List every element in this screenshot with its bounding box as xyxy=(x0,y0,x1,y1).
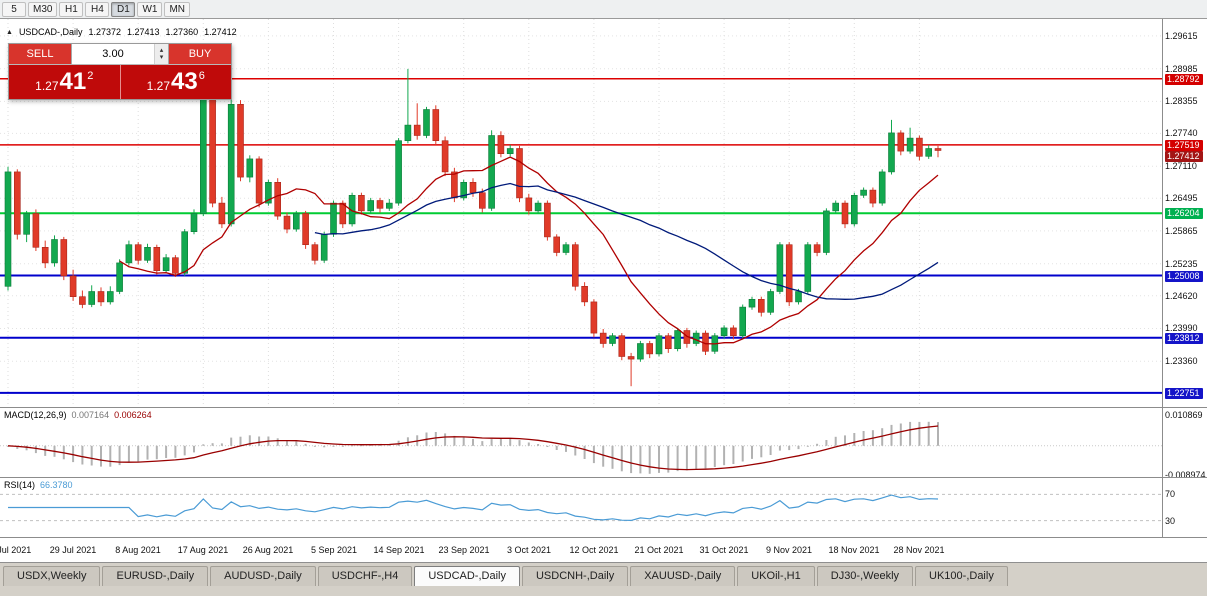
chart-tab-bar: USDX,Weekly EURUSD-,Daily AUDUSD-,Daily USD… xyxy=(0,562,1207,586)
sell-price-display[interactable]: 1.27 41 2 xyxy=(9,65,121,99)
time-axis-label: 14 Sep 2021 xyxy=(373,545,425,555)
macd-name: MACD(12,26,9) xyxy=(4,410,67,420)
time-axis-label: 12 Oct 2021 xyxy=(569,545,619,555)
price-axis-label: 1.27110 xyxy=(1165,161,1197,171)
timeframe-button-h1[interactable]: H1 xyxy=(59,1,84,17)
chart-ohlc-header: ▲ USDCAD-,Daily 1.27372 1.27413 1.27360 … xyxy=(6,27,237,37)
chart-tab-ukoil-h1[interactable]: UKOil-,H1 xyxy=(737,566,815,586)
pane-divider[interactable] xyxy=(0,477,1207,478)
sell-price-prefix: 1.27 xyxy=(35,78,59,93)
axis-separator xyxy=(1162,19,1163,537)
time-axis-label: 21 Oct 2021 xyxy=(634,545,684,555)
ohlc-low: 1.27360 xyxy=(165,27,199,37)
volume-spin-buttons[interactable]: ▴ ▾ xyxy=(154,44,168,64)
macd-indicator-label: MACD(12,26,9) 0.007164 0.006264 xyxy=(4,410,152,420)
price-axis-label: 1.28985 xyxy=(1165,64,1198,74)
chart-tab-uk100-daily[interactable]: UK100-,Daily xyxy=(915,566,1008,586)
time-axis-label: 8 Aug 2021 xyxy=(115,545,161,555)
time-axis-label: 20 Jul 2021 xyxy=(0,545,32,555)
ohlc-open: 1.27372 xyxy=(88,27,121,37)
rsi-indicator-label: RSI(14) 66.3780 xyxy=(4,480,73,490)
chart-area[interactable]: 1.29615 1.28985 1.28355 1.27740 1.27110 1.264… xyxy=(0,19,1207,562)
ohlc-high: 1.27413 xyxy=(127,27,160,37)
time-axis-label: 26 Aug 2021 xyxy=(242,545,294,555)
price-axis-label: 1.29615 xyxy=(1165,31,1198,41)
volume-value[interactable]: 3.00 xyxy=(102,48,124,60)
volume-down-icon[interactable]: ▾ xyxy=(159,54,164,61)
timeframe-button-mn[interactable]: MN xyxy=(164,1,191,17)
rsi-name: RSI(14) xyxy=(4,480,36,490)
timeframe-button-d1[interactable]: D1 xyxy=(111,1,136,17)
price-axis-label: 1.25235 xyxy=(1165,259,1198,269)
one-click-trading-panel: SELL 3.00 ▴ ▾ BUY 1.27 41 2 1.27 xyxy=(8,43,232,100)
rsi-indicator-canvas[interactable] xyxy=(0,478,1162,537)
price-axis-label: 1.25865 xyxy=(1165,226,1198,236)
chart-tab-usdcnh-daily[interactable]: USDCNH-,Daily xyxy=(521,566,629,586)
buy-price-main: 43 xyxy=(171,68,198,95)
chart-tab-usdchf-h4[interactable]: USDCHF-,H4 xyxy=(317,566,413,586)
timeframe-button-5[interactable]: 5 xyxy=(2,1,26,17)
sell-price-main: 41 xyxy=(59,68,87,95)
time-axis-label: 31 Oct 2021 xyxy=(699,545,749,555)
macd-indicator-canvas[interactable] xyxy=(0,408,1162,477)
chart-tab-eurusd-daily[interactable]: EURUSD-,Daily xyxy=(102,566,209,586)
price-axis[interactable]: 1.29615 1.28985 1.28355 1.27740 1.27110 1.264… xyxy=(1163,19,1207,537)
price-line-badge: 1.25008 xyxy=(1165,271,1203,282)
price-line-badge: 1.27412 xyxy=(1165,151,1203,162)
volume-stepper[interactable]: 3.00 ▴ ▾ xyxy=(71,44,169,64)
symbol-name: USDCAD-,Daily xyxy=(18,27,83,37)
timeframe-toolbar: 5 M30 H1 H4 D1 W1 MN xyxy=(0,0,1207,19)
price-axis-label: 1.23990 xyxy=(1165,323,1198,333)
collapse-indicator-icon[interactable]: ▲ xyxy=(6,28,13,36)
buy-price-display[interactable]: 1.27 43 6 xyxy=(120,65,231,99)
price-line-badge: 1.26204 xyxy=(1165,208,1203,219)
price-axis-label: 1.27740 xyxy=(1165,128,1198,138)
macd-signal-value: 0.006264 xyxy=(114,410,152,420)
buy-button[interactable]: BUY xyxy=(169,44,231,64)
time-axis-label: 9 Nov 2021 xyxy=(765,545,813,555)
sell-price-pip: 2 xyxy=(87,70,94,82)
macd-axis-max: 0.010869 xyxy=(1165,410,1203,420)
price-axis-label: 1.23360 xyxy=(1165,356,1198,366)
price-line-badge: 1.23812 xyxy=(1165,333,1203,344)
chart-tab-usdx-weekly[interactable]: USDX,Weekly xyxy=(3,566,101,586)
pane-divider[interactable] xyxy=(0,407,1207,408)
status-strip xyxy=(0,586,1207,596)
chart-tab-xauusd-daily[interactable]: XAUUSD-,Daily xyxy=(630,566,736,586)
price-line-badge: 1.27519 xyxy=(1165,140,1203,151)
time-axis-label: 18 Nov 2021 xyxy=(828,545,880,555)
pane-divider xyxy=(0,537,1207,538)
price-axis-label: 1.26495 xyxy=(1165,193,1198,203)
chart-tab-audusd-daily[interactable]: AUDUSD-,Daily xyxy=(210,566,316,586)
chart-tab-usdcad-daily[interactable]: USDCAD-,Daily xyxy=(414,566,520,586)
time-axis-label: 29 Jul 2021 xyxy=(49,545,97,555)
price-line-badge: 1.28792 xyxy=(1165,74,1203,85)
chart-tab-dj30-weekly[interactable]: DJ30-,Weekly xyxy=(816,566,914,586)
macd-main-value: 0.007164 xyxy=(71,410,110,420)
time-axis-label: 3 Oct 2021 xyxy=(506,545,552,555)
time-axis-label: 17 Aug 2021 xyxy=(177,545,229,555)
time-axis[interactable]: 20 Jul 2021 29 Jul 2021 8 Aug 2021 17 Aug 2… xyxy=(0,537,1162,562)
sell-button[interactable]: SELL xyxy=(9,44,71,64)
price-axis-label: 1.24620 xyxy=(1165,291,1198,301)
rsi-value: 66.3780 xyxy=(40,480,73,490)
timeframe-button-h4[interactable]: H4 xyxy=(85,1,110,17)
timeframe-button-m30[interactable]: M30 xyxy=(28,1,58,17)
volume-up-icon[interactable]: ▴ xyxy=(159,47,164,54)
time-axis-label: 5 Sep 2021 xyxy=(310,545,358,555)
price-line-badge: 1.22751 xyxy=(1165,388,1203,399)
buy-price-prefix: 1.27 xyxy=(146,78,171,93)
buy-price-pip: 6 xyxy=(198,70,205,82)
macd-axis-min: -0.008974 xyxy=(1165,470,1206,480)
timeframe-button-w1[interactable]: W1 xyxy=(137,1,163,17)
price-axis-label: 1.28355 xyxy=(1165,96,1198,106)
rsi-level-label: 70 xyxy=(1165,489,1176,499)
time-axis-label: 23 Sep 2021 xyxy=(438,545,490,555)
ohlc-close: 1.27412 xyxy=(204,27,237,37)
rsi-level-label: 30 xyxy=(1165,516,1176,526)
time-axis-label: 28 Nov 2021 xyxy=(893,545,945,555)
